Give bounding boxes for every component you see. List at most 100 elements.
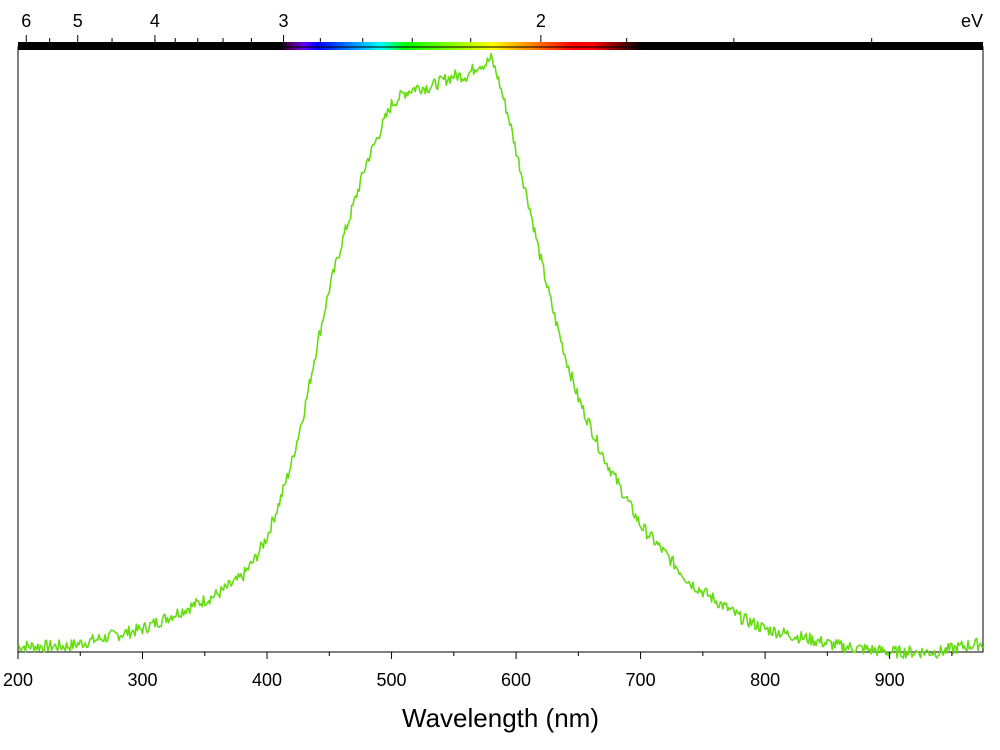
ev-bar-segment [346, 42, 350, 50]
ev-bar-segment [356, 42, 360, 50]
ev-tick-label: 5 [73, 11, 83, 31]
ev-bar-segment [443, 42, 447, 50]
ev-bar-segment [590, 42, 594, 50]
ev-bar-segment [555, 42, 559, 50]
ev-bar-segment [593, 42, 597, 50]
ev-bar-segment [426, 42, 430, 50]
ev-bar-segment [296, 42, 301, 50]
ev-bar-segment [458, 42, 462, 50]
ev-bar-segment [568, 42, 572, 50]
ev-bar-segment [595, 42, 599, 50]
ev-bar-segment [386, 42, 390, 50]
ev-tick-label: 4 [150, 11, 160, 31]
x-axis [17, 652, 953, 659]
x-axis-title: Wavelength (nm) [402, 703, 599, 733]
ev-bar-segment [620, 42, 624, 50]
ev-bar-segment [630, 42, 634, 50]
ev-bar-segment [545, 42, 550, 50]
series-layer [17, 52, 984, 659]
ev-bar-segment [374, 42, 378, 50]
ev-tick-labels: 6 5 4 3 2 [21, 11, 546, 31]
ev-bar-segment [344, 42, 348, 50]
ev-bar-segment [625, 42, 629, 50]
ev-bar-segment [394, 42, 398, 50]
ev-bar-segment [483, 42, 487, 50]
ev-bar-segment [433, 42, 437, 50]
ev-bar-segment [575, 42, 579, 50]
ev-bar-segment [339, 42, 343, 50]
ev-bar-segment [284, 42, 288, 50]
ev-bar-segment [396, 42, 400, 50]
ev-bar-segment [531, 42, 535, 50]
ev-bar-segment [376, 42, 380, 50]
x-tick-labels: 200 300 400 500 600 700 800 900 [3, 670, 905, 690]
ev-bar-segment [421, 42, 425, 50]
ev-bar-segment [528, 42, 532, 50]
ev-bar-segment [406, 42, 410, 50]
ev-bar-segment [428, 42, 432, 50]
ev-bar-segment [481, 42, 485, 50]
ev-bar-segment [498, 42, 502, 50]
ev-bar-segment [306, 42, 310, 50]
x-tick-label: 700 [626, 670, 656, 690]
ev-bar-segment [573, 42, 577, 50]
ev-bar-segment [366, 42, 370, 50]
ev-bar-segment [543, 42, 547, 50]
ev-bar-segment [324, 42, 328, 50]
ev-bar-segment [508, 42, 512, 50]
ev-bar-segment [501, 42, 505, 50]
ev-bar-segment [451, 42, 455, 50]
ev-bar-segment [416, 42, 420, 50]
ev-bar-segment [471, 42, 475, 50]
ev-bar-segment [513, 42, 517, 50]
ev-bar-segment [553, 42, 557, 50]
ev-bar-segment [286, 42, 291, 50]
ev-bar-segment [623, 42, 627, 50]
ev-bar-segment [466, 42, 470, 50]
ev-bar-segment [431, 42, 435, 50]
ev-bar-segment [580, 42, 584, 50]
ev-bar-segment [304, 42, 308, 50]
ev-bar-segment [418, 42, 423, 50]
ev-bar-segment [446, 42, 450, 50]
ev-bar-segment [478, 42, 482, 50]
ev-unit-label: eV [961, 11, 983, 31]
ev-bar-segment [468, 42, 472, 50]
ev-bar-segment [453, 42, 457, 50]
x-tick-label: 500 [377, 670, 407, 690]
x-tick-label: 900 [875, 670, 905, 690]
ev-bar-segment [341, 42, 345, 50]
ev-bar-segment [334, 42, 338, 50]
ev-bar-segment [570, 42, 574, 50]
ev-bar-segment [526, 42, 530, 50]
ev-bar-segment [326, 42, 330, 50]
ev-bar-segment [291, 42, 296, 50]
ev-bar-segment [361, 42, 365, 50]
ev-bar-segment [613, 42, 617, 50]
ev-bar-segment [521, 42, 525, 50]
ev-bar-segment [399, 42, 403, 50]
ev-bar-segment [550, 42, 555, 50]
ev-bar-segment [321, 42, 325, 50]
ev-bar-segment [618, 42, 622, 50]
ev-bar-segment [635, 42, 639, 50]
ev-bar-segment [600, 42, 604, 50]
ev-bar-segment [359, 42, 363, 50]
ev-bar-segment [491, 42, 495, 50]
ev-bar-segment [456, 42, 460, 50]
ev-bar-segment [336, 42, 340, 50]
ev-bar-segment [319, 42, 323, 50]
x-tick-label: 800 [750, 670, 780, 690]
ev-axis [25, 35, 873, 42]
ev-bar-segment [605, 42, 609, 50]
ev-tick-label: 6 [21, 11, 31, 31]
ev-bar-segment [486, 42, 490, 50]
ev-bar-segment [309, 42, 313, 50]
ev-bar-segment [588, 42, 592, 50]
plot-frame [17, 46, 984, 653]
ev-bar-segment [518, 42, 522, 50]
ev-bar-segment [523, 42, 527, 50]
ev-bar-segment [511, 42, 515, 50]
series-line [17, 52, 984, 659]
